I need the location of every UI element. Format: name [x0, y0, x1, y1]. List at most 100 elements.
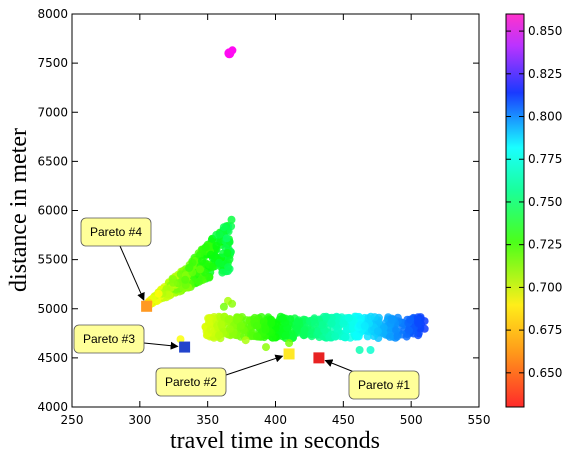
- x-tick-label: 300: [128, 413, 151, 427]
- y-axis-label: distance in meter: [6, 128, 32, 292]
- points-layer: [141, 46, 429, 364]
- data-point: [252, 321, 261, 330]
- x-axis-label: travel time in seconds: [170, 428, 380, 454]
- data-point: [253, 332, 261, 341]
- data-point: [222, 234, 231, 243]
- data-point: [267, 319, 276, 328]
- colorbar-tick-label: 0.775: [528, 152, 562, 166]
- colorbar-tick-label: 0.675: [528, 323, 562, 337]
- annotation-box: [73, 324, 145, 354]
- data-point: [406, 315, 415, 324]
- data-point: [355, 346, 364, 354]
- colorbar-tick-label: 0.800: [528, 110, 562, 124]
- data-point: [293, 324, 302, 333]
- data-point: [281, 331, 290, 340]
- data-point: [322, 312, 331, 321]
- data-point: [300, 326, 309, 335]
- data-point: [197, 257, 206, 265]
- x-tick-label: 500: [400, 413, 423, 427]
- annotation-label: Pareto #3: [83, 332, 135, 346]
- y-tick-label: 4000: [37, 400, 68, 414]
- x-tick-label: 550: [468, 413, 491, 427]
- data-point: [311, 320, 319, 328]
- data-point: [360, 321, 369, 330]
- data-point: [224, 315, 233, 324]
- colorbar-tick-label: 0.700: [528, 280, 562, 294]
- annotation-arrow: [225, 354, 284, 376]
- data-point: [387, 315, 396, 324]
- annotation-arrow: [143, 341, 179, 350]
- data-point: [366, 312, 375, 321]
- colorbar: [505, 13, 525, 408]
- x-tick-label: 400: [264, 413, 287, 427]
- data-point: [218, 268, 227, 277]
- pareto-marker: [313, 352, 325, 364]
- data-point: [341, 333, 350, 342]
- data-point: [154, 289, 163, 298]
- x-tick-label: 450: [332, 413, 355, 427]
- data-point: [201, 243, 210, 252]
- data-point: [208, 262, 217, 271]
- y-tick-label: 4500: [37, 351, 68, 365]
- pareto-marker: [179, 341, 191, 353]
- y-tick-label: 5000: [37, 302, 68, 316]
- pareto-marker: [283, 348, 295, 360]
- data-point: [325, 333, 334, 342]
- data-point: [293, 317, 302, 326]
- data-point: [206, 325, 215, 334]
- data-point: [285, 339, 294, 348]
- data-point: [219, 302, 228, 311]
- y-axis-ticks: 4000 4500 5000 5500 6000 6500 7000 7500 8000: [37, 7, 479, 414]
- annotation-box: [348, 370, 420, 400]
- colorbar-gradient: [505, 13, 525, 408]
- data-point: [331, 332, 340, 341]
- annotation-arrow: [119, 245, 145, 301]
- annotation-label: Pareto #4: [90, 225, 142, 239]
- data-point: [219, 223, 228, 232]
- data-point: [176, 335, 185, 344]
- y-tick-label: 6000: [37, 204, 68, 218]
- data-point: [262, 343, 270, 352]
- colorbar-tick-label: 0.750: [528, 195, 562, 209]
- data-point: [212, 230, 221, 239]
- colorbar-tick-label: 0.650: [528, 366, 562, 380]
- data-point: [215, 331, 223, 340]
- data-point: [402, 332, 411, 341]
- data-point: [345, 314, 353, 323]
- data-point: [366, 346, 375, 354]
- data-point: [215, 258, 224, 267]
- outlier-point: [228, 46, 237, 55]
- pareto-marker: [141, 300, 153, 312]
- data-point: [212, 241, 221, 250]
- data-point: [379, 323, 388, 332]
- data-point: [279, 313, 287, 322]
- data-point: [227, 215, 236, 224]
- y-tick-label: 7500: [37, 56, 68, 70]
- y-tick-label: 6500: [37, 154, 68, 168]
- data-point: [194, 277, 203, 286]
- data-point: [205, 273, 214, 282]
- data-point: [327, 319, 336, 328]
- annotation-label: Pareto #1: [358, 378, 410, 392]
- annotation-box: [155, 367, 227, 397]
- data-point: [225, 255, 234, 264]
- data-point: [318, 321, 326, 329]
- colorbar-ticks: 0.650 0.675 0.700 0.725 0.750 0.775 0.800 0.825…: [506, 24, 562, 380]
- colorbar-tick-label: 0.725: [528, 238, 562, 252]
- data-point: [232, 315, 241, 324]
- annotation-label: Pareto #2: [165, 375, 217, 389]
- data-point: [363, 332, 372, 341]
- x-axis-ticks: 250 300 350 400 450 500 550: [61, 14, 491, 427]
- x-tick-label: 250: [61, 413, 84, 427]
- y-tick-label: 5500: [37, 253, 68, 267]
- data-point: [224, 263, 233, 272]
- data-point: [204, 318, 213, 327]
- pareto-annotations: Pareto #1 Pareto #2 Pareto #3 Pareto #4: [73, 217, 420, 400]
- data-point: [241, 336, 250, 345]
- data-point: [373, 327, 382, 336]
- y-tick-label: 7000: [37, 105, 68, 119]
- data-point: [261, 325, 270, 334]
- data-point: [181, 275, 190, 284]
- data-point: [217, 320, 226, 329]
